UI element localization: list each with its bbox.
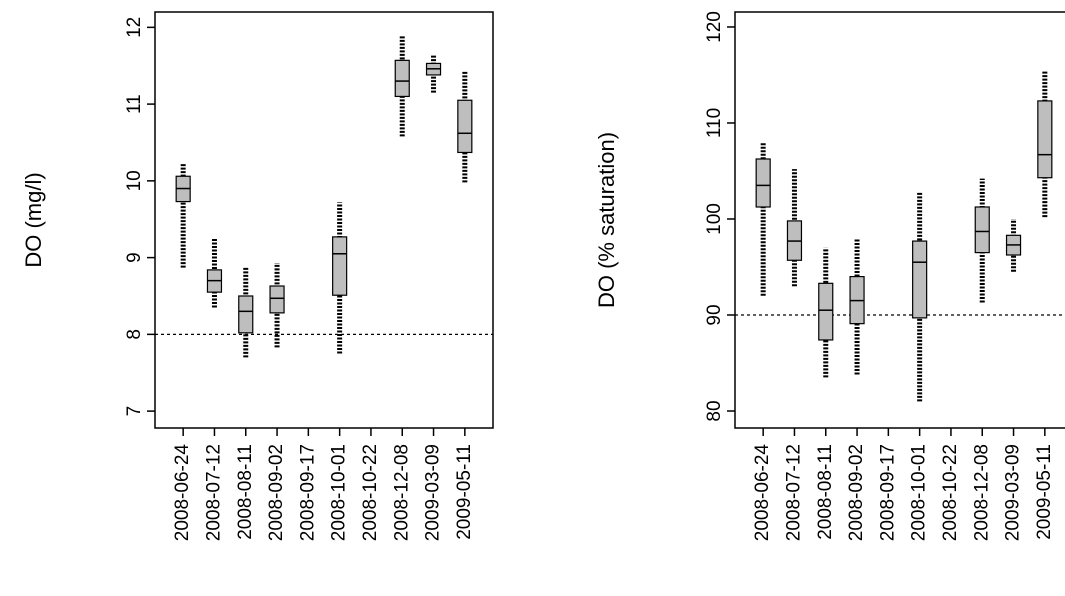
x-tick-label: 2008-06-24 xyxy=(752,444,773,542)
box xyxy=(912,240,928,319)
y-tick-label: 80 xyxy=(704,400,725,421)
x-tick-label: 2008-10-22 xyxy=(360,444,381,541)
x-tick-label: 2009-05-11 xyxy=(454,444,475,540)
x-tick-label: 2009-03-09 xyxy=(423,444,444,541)
y-tick-label: 110 xyxy=(704,108,725,138)
x-tick-label: 2008-10-01 xyxy=(909,444,930,541)
box xyxy=(974,206,990,254)
y-tick-label: 8 xyxy=(124,329,145,340)
x-tick-label: 2008-07-12 xyxy=(783,444,804,541)
y-tick-label: 11 xyxy=(124,94,145,114)
box xyxy=(1037,100,1053,179)
x-tick-label: 2008-08-11 xyxy=(235,444,256,540)
y-tick-label: 7 xyxy=(124,406,145,417)
x-tick-label: 2008-10-22 xyxy=(940,444,961,541)
y-axis-label: DO (mg/l) xyxy=(21,172,46,267)
x-tick-label: 2009-05-11 xyxy=(1034,444,1055,540)
box xyxy=(818,282,834,341)
plot-frame xyxy=(154,11,494,429)
box xyxy=(457,99,473,154)
y-tick-label: 12 xyxy=(124,17,145,38)
y-tick-label: 10 xyxy=(124,170,145,191)
box xyxy=(755,158,771,208)
y-tick-label: 9 xyxy=(124,252,145,263)
x-tick-label: 2008-09-17 xyxy=(877,444,898,541)
y-axis-label: DO (% saturation) xyxy=(594,132,619,308)
plot-frame xyxy=(734,11,1065,429)
x-tick-label: 2008-08-11 xyxy=(815,444,836,540)
box xyxy=(394,59,410,98)
x-tick-label: 2008-06-24 xyxy=(172,444,193,542)
x-tick-label: 2008-09-17 xyxy=(297,444,318,541)
y-tick-label: 100 xyxy=(704,203,725,235)
x-tick-label: 2008-12-08 xyxy=(391,444,412,541)
x-tick-label: 2008-12-08 xyxy=(971,444,992,541)
x-tick-label: 2008-09-02 xyxy=(266,444,287,541)
box xyxy=(238,295,254,334)
x-tick-label: 2008-09-02 xyxy=(846,444,867,541)
x-tick-label: 2008-07-12 xyxy=(203,444,224,541)
y-tick-label: 90 xyxy=(704,304,725,325)
y-tick-label: 120 xyxy=(704,11,725,43)
x-tick-label: 2009-03-09 xyxy=(1003,444,1024,541)
box xyxy=(332,236,348,296)
x-tick-label: 2008-10-01 xyxy=(329,444,350,541)
box xyxy=(269,285,285,314)
